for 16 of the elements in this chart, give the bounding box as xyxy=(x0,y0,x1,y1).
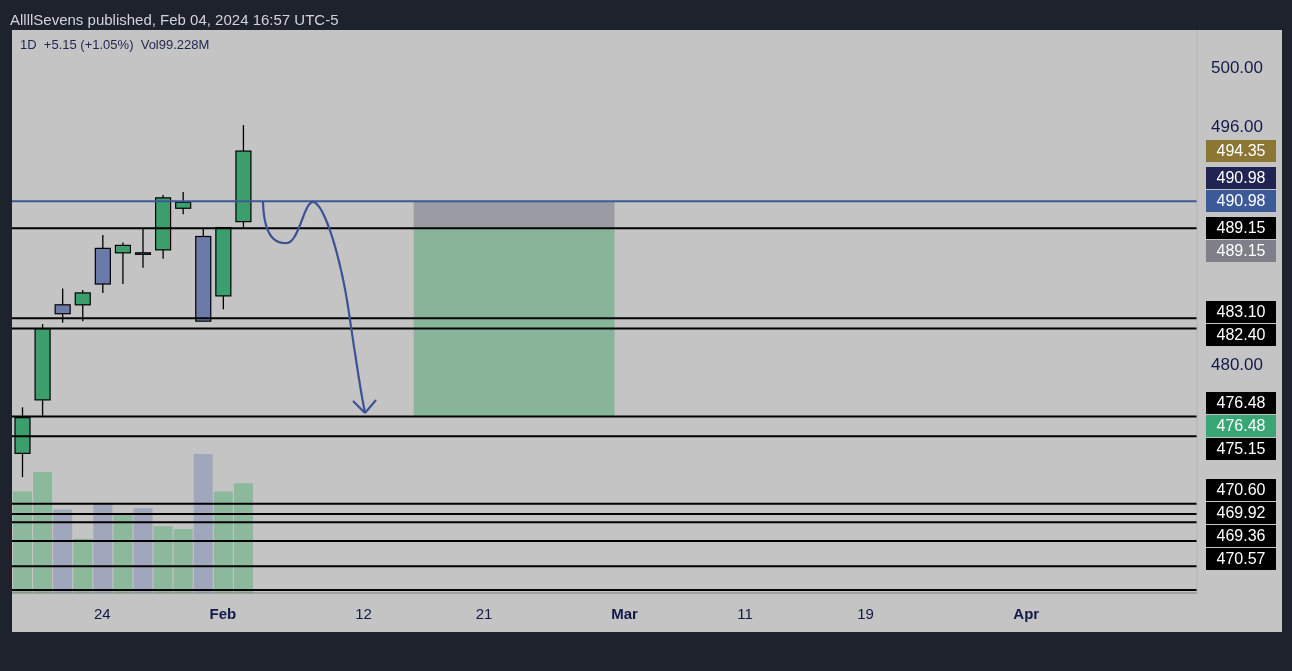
y-tick-label: 496.00 xyxy=(1211,117,1263,137)
chart-title: AllllSevens published, Feb 04, 2024 16:57 UTC-5 xyxy=(10,11,339,28)
y-tick-label: 480.00 xyxy=(1211,354,1263,374)
y-tick-label: 500.00 xyxy=(1211,57,1263,77)
x-tick-label: 24 xyxy=(94,604,111,622)
x-tick-label: Mar xyxy=(611,604,639,622)
candlestick xyxy=(114,241,132,285)
text: 1D +5.15 (+1.05%) Vol99.228M xyxy=(20,37,210,52)
candlestick xyxy=(175,191,192,215)
x-tick-label: Feb xyxy=(209,604,237,622)
x-tick-label: 12 xyxy=(355,604,372,622)
x-tick-label: 21 xyxy=(475,604,493,622)
x-tick-label: 11 xyxy=(737,604,753,622)
x-tick-label: Apr xyxy=(1013,604,1040,622)
x-tick-label: 19 xyxy=(857,604,874,622)
bar xyxy=(193,454,213,593)
